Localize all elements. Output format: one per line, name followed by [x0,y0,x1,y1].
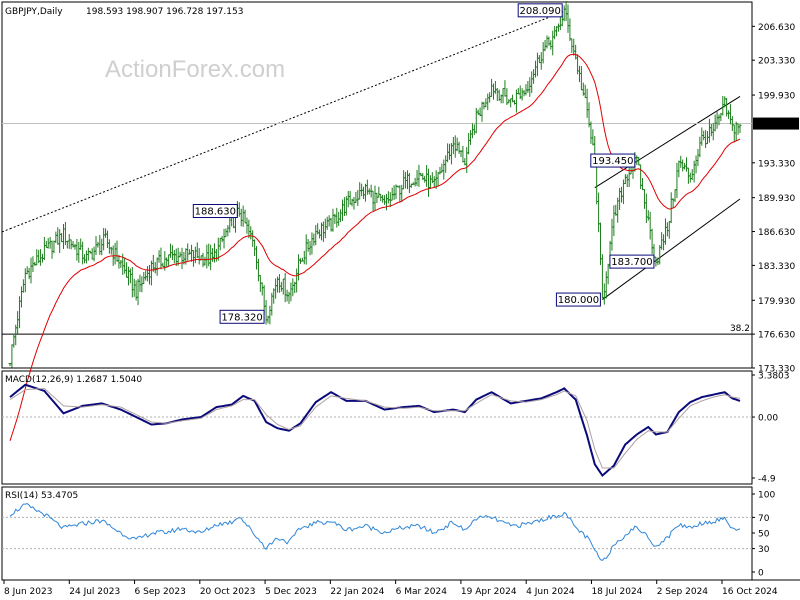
time-tick-label: 19 Apr 2024 [461,587,517,597]
price-annotation-label: 193.450 [592,156,633,167]
price-annotation-box [219,309,265,324]
watermark: ActionForex.com [105,56,285,83]
macd-panel-frame [1,370,753,485]
time-tick-label: 22 Jan 2024 [330,587,384,597]
price-annotation-label: 178.320 [221,312,262,323]
price-annotation: 208.090 [517,3,563,18]
price-tick-label: 189.930 [758,194,795,204]
price-annotation: 188.630 [192,204,238,219]
rsi-tick-label: 70 [758,514,770,524]
price-tick-label: 206.630 [758,23,795,33]
time-tick-label: 4 Jun 2024 [526,587,575,597]
price-tick-label: 176.630 [758,331,795,341]
time-tick-label: 5 Dec 2023 [265,587,317,597]
trend-line-1 [9,10,565,230]
rsi-panel [2,503,752,561]
price-annotation-label: 180.000 [558,295,599,306]
price-panel: 38.2 208.090 188.630 178.320 193.450 183.700 1… [1,1,752,441]
time-tick-label: 6 Sep 2023 [135,587,186,597]
price-tick-label: 173.330 [758,365,795,375]
price-annotation-box [517,3,563,18]
ohlc-values: 198.593 198.907 196.728 197.153 [86,7,243,17]
price-tick-label: 183.330 [758,262,795,272]
rsi-panel-frame [1,486,753,581]
price-annotation: 180.000 [555,292,601,307]
trend-line-3 [594,95,741,189]
price-tick-label: 186.630 [758,228,795,238]
trend-line-2 [602,198,741,300]
price-annotation-label: 183.700 [611,257,652,268]
rsi-line [9,503,741,561]
price-annotation-label: 208.090 [520,6,561,17]
current-price-box [753,117,799,130]
macd-line [9,383,741,477]
time-tick-label: 18 Jul 2024 [591,587,642,597]
macd-signal-line [9,387,741,469]
macd-panel [2,383,752,477]
rsi-tick-label: 0 [758,569,764,579]
symbol-label: GBPJPY,Daily [5,7,63,17]
chart-background-layer [1,1,800,581]
price-annotation-label: 188.630 [195,207,236,218]
price-annotation-box [590,153,636,168]
price-tick-label: 203.330 [758,57,795,67]
rsi-title: RSI(14) 53.4705 [5,491,78,501]
price-annotation: 183.700 [609,254,655,269]
rsi-tick-label: 50 [758,530,770,540]
current-price-tick: 197.153 [756,120,793,130]
price-tick-label: 193.330 [758,159,795,169]
time-tick-label: 24 Jul 2023 [69,587,120,597]
price-bar [738,124,742,134]
price-tick-label: 179.930 [758,297,795,307]
macd-title: MACD(12,26,9) 1.2687 1.5040 [5,375,142,385]
time-tick-label: 2 Sep 2024 [657,587,709,597]
rsi-tick-label: 100 [758,491,775,501]
price-annotation-box [555,292,601,307]
price-annotation-box [192,204,238,219]
macd-tick-label: -4.9 [758,475,776,485]
time-tick-label: 16 Oct 2024 [722,587,778,597]
fib-level-label: 38.2 [730,324,750,334]
axes-layer: 206.630 203.330 199.930 197.153 193.330 189.9… [3,23,799,597]
price-annotation-box [609,254,655,269]
price-annotation: 178.320 [219,309,265,324]
macd-tick-label: 3.3803 [758,372,790,382]
price-annotation: 193.450 [590,153,636,168]
time-tick-label: 8 Jun 2023 [4,587,52,597]
rsi-tick-label: 30 [758,545,770,555]
price-tick-label: 199.930 [758,92,795,102]
macd-tick-label: 0.00 [758,414,778,424]
trend-line-extension [1,228,11,233]
time-tick-label: 20 Oct 2023 [200,587,256,597]
time-tick-label: 6 Mar 2024 [396,587,448,597]
